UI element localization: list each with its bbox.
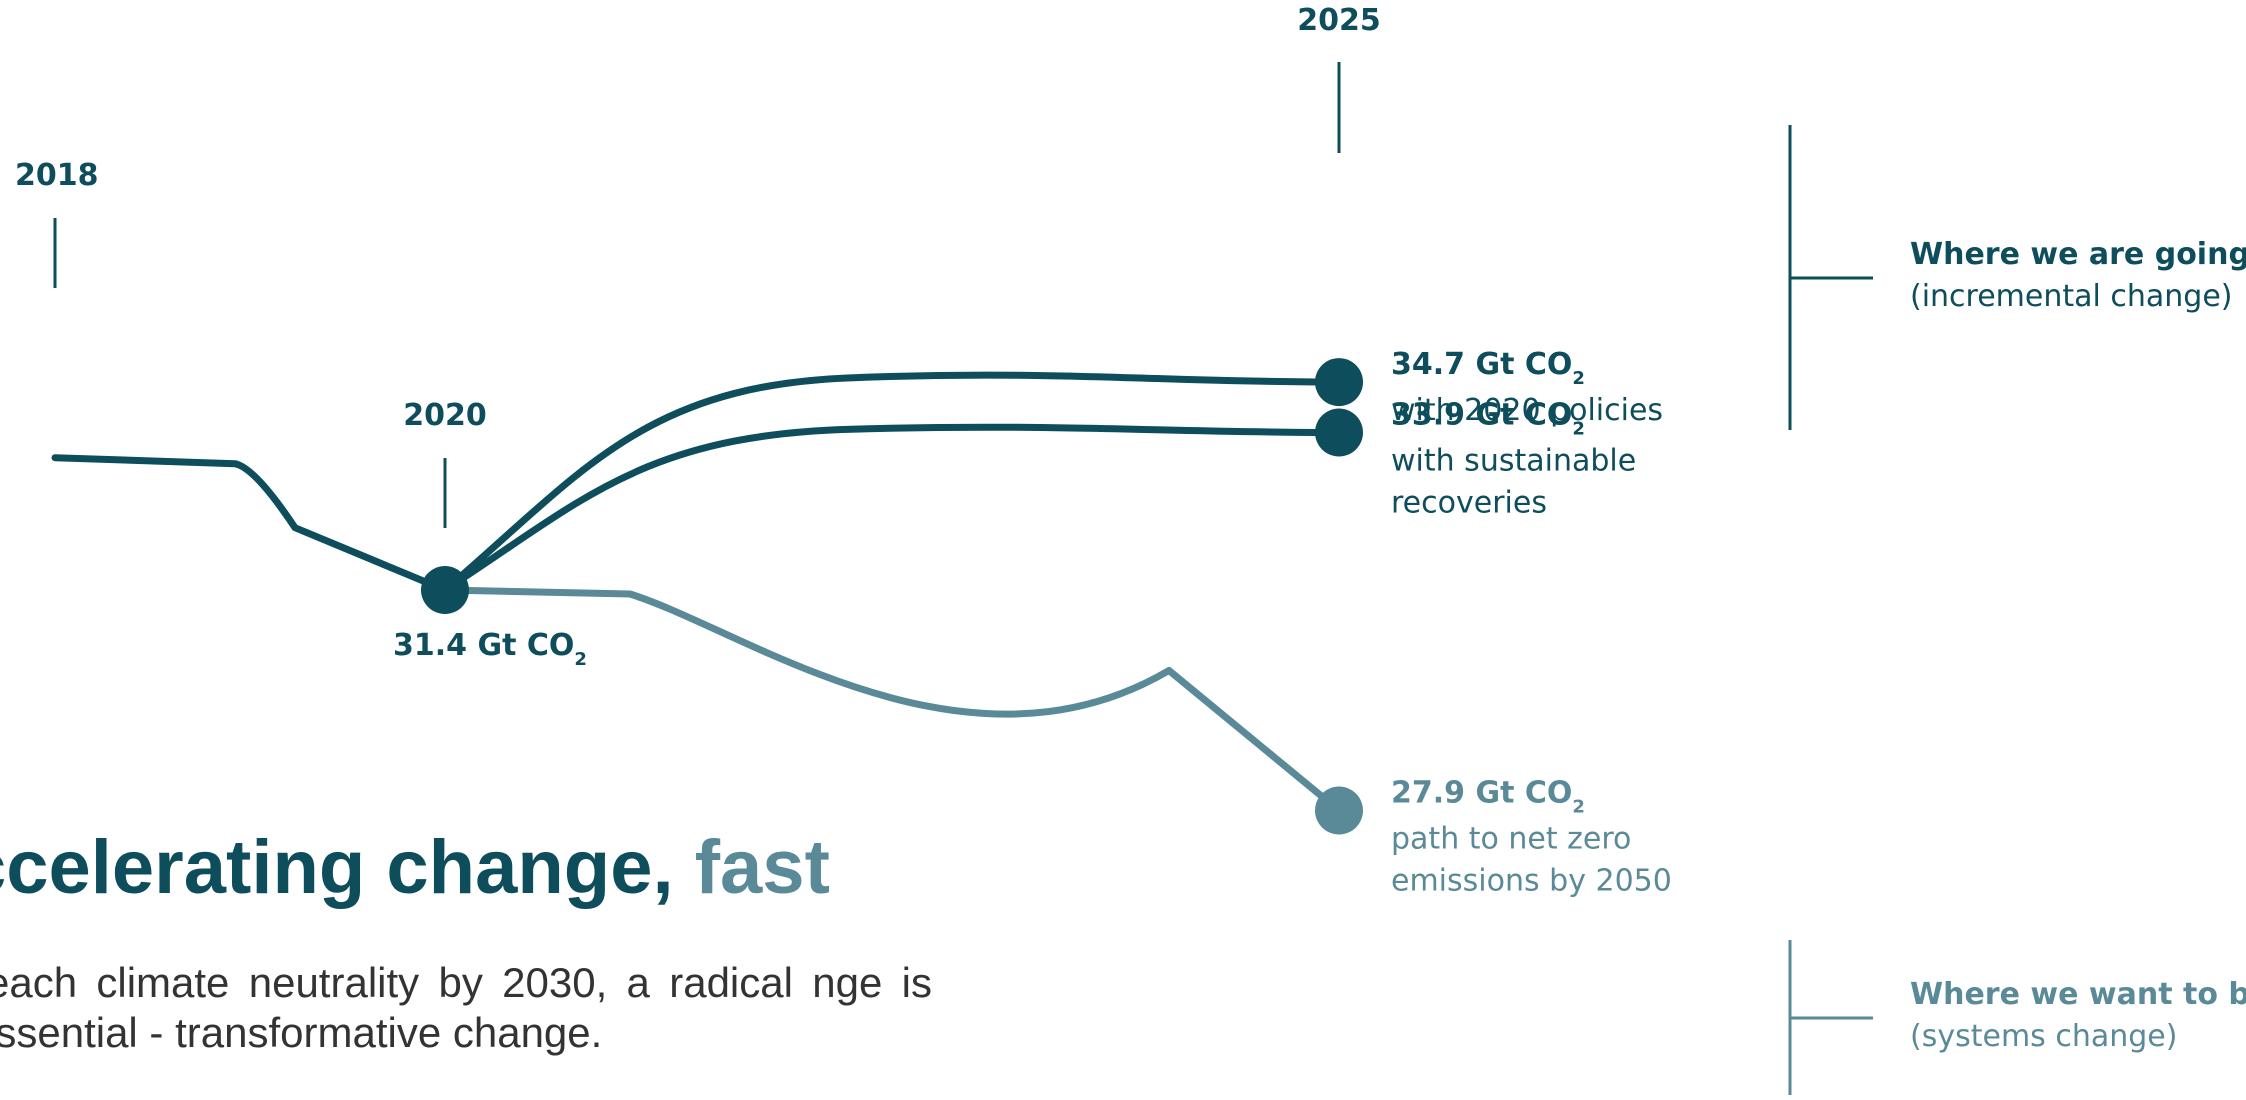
series-line-netzero [441,586,1343,814]
year-label-2018: 2018 [15,158,99,193]
series-desc-sustainable: recoveries [1391,486,1547,521]
headline-main: ccelerating change, [0,825,695,910]
value-label-sustainable: 33.9 Gt CO2 [1391,398,1585,440]
section-title-going: Where we are going [1910,237,2246,272]
section-subtitle-want: (systems change) [1910,1019,2177,1054]
series-line-sustainable [441,423,1343,594]
line-2018-2020 [51,454,449,594]
section-title-want: Where we want to be [1910,977,2246,1012]
end-point-policies [1315,358,1363,407]
series-desc-netzero: path to net zero [1391,822,1631,857]
headline-accent: fast [694,825,830,910]
series-desc-sustainable: with sustainable [1391,444,1636,479]
value-label-sub: 2 [1572,419,1585,440]
series-desc-netzero: emissions by 2050 [1391,864,1672,899]
pivot-value-label: 31.4 Gt CO2 [393,628,587,670]
value-label-netzero: 27.9 Gt CO2 [1391,776,1585,818]
headline: ccelerating change, fast [0,825,830,911]
pivot-value-sub: 2 [574,649,587,670]
value-label-sub: 2 [1572,797,1585,818]
year-label-2025: 2025 [1297,3,1381,38]
value-label-policies: 34.7 Gt CO2 [1391,347,1585,389]
series-desc-policies: with 2020 policies [1391,393,1663,428]
body-text: reach climate neutrality by 2030, a radi… [0,959,932,1056]
year-label-2020: 2020 [403,398,487,433]
pivot-point-2020 [421,566,469,614]
value-label-sub: 2 [1572,368,1585,389]
section-subtitle-going: (incremental change) [1910,279,2233,314]
end-point-netzero [1315,786,1363,835]
series-line-policies [441,371,1343,594]
end-point-sustainable [1315,408,1363,457]
